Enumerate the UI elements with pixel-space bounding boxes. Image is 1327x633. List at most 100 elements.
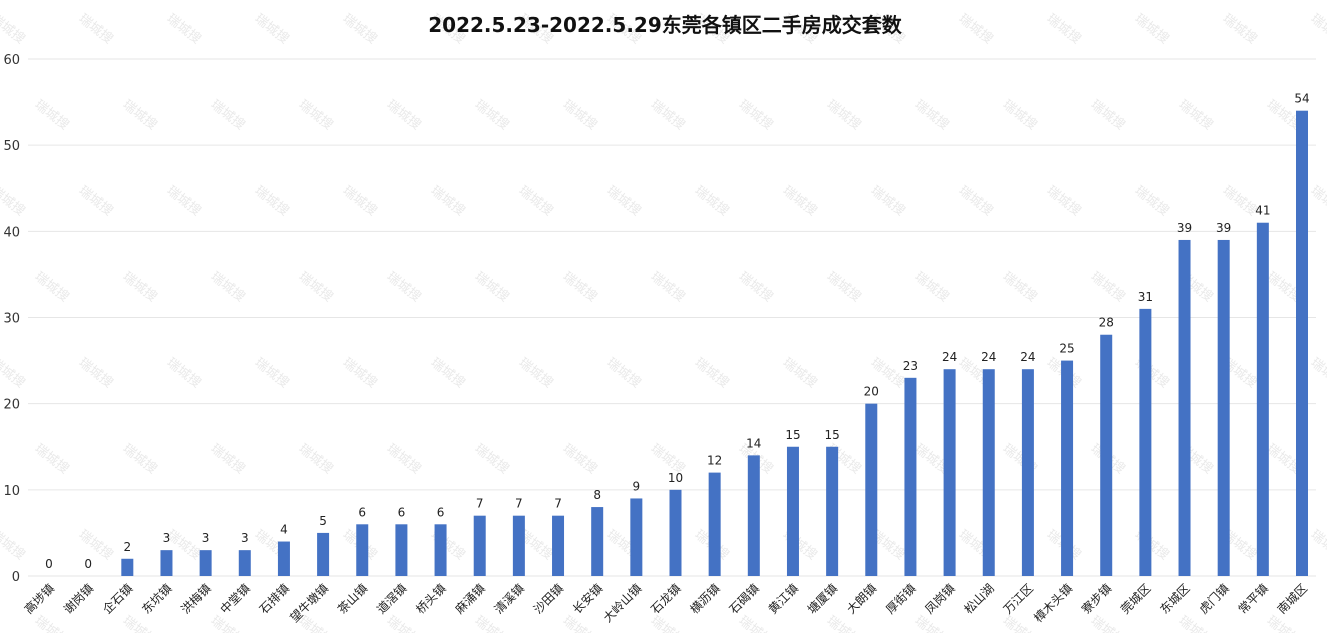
x-tick-label: 大岭山镇 bbox=[601, 581, 645, 625]
x-tick-label: 大朗镇 bbox=[844, 581, 879, 616]
data-label: 39 bbox=[1177, 221, 1192, 235]
watermark-text: 瑞城搜 bbox=[692, 355, 732, 391]
bar bbox=[943, 369, 956, 576]
bar bbox=[199, 550, 212, 576]
x-tick-label: 石排镇 bbox=[257, 581, 292, 616]
watermark-text: 瑞城搜 bbox=[76, 11, 116, 47]
data-label: 4 bbox=[280, 523, 288, 537]
watermark-text: 瑞城搜 bbox=[1132, 11, 1172, 47]
watermark-text: 瑞城搜 bbox=[340, 355, 380, 391]
watermark-text: 瑞城搜 bbox=[384, 269, 424, 305]
watermark-text: 瑞城搜 bbox=[780, 527, 820, 563]
bar bbox=[904, 377, 917, 576]
watermark-layer: 瑞城搜 瑞城搜 瑞城搜 瑞城搜 瑞城搜 瑞城搜 瑞城搜 瑞城搜 瑞城搜 瑞城搜 瑞城搜 瑞城搜 瑞城搜瑞… bbox=[0, 11, 1327, 633]
data-label: 39 bbox=[1216, 221, 1231, 235]
bar bbox=[277, 541, 290, 576]
x-tick-label: 谢岗镇 bbox=[60, 581, 96, 617]
bar bbox=[434, 524, 447, 576]
data-label: 6 bbox=[398, 505, 406, 519]
x-tick-label: 茶山镇 bbox=[334, 581, 370, 617]
watermark-text: 瑞城搜 bbox=[780, 183, 820, 219]
watermark-text: 瑞城搜 bbox=[1308, 527, 1327, 563]
bar bbox=[826, 446, 839, 576]
watermark-text: 瑞城搜 bbox=[1308, 11, 1327, 47]
watermark-text: 瑞城搜 bbox=[824, 613, 864, 633]
watermark-text: 瑞城搜 bbox=[32, 441, 72, 477]
x-tick-label: 清溪镇 bbox=[492, 581, 527, 616]
bar bbox=[786, 446, 799, 576]
data-label: 24 bbox=[1020, 350, 1035, 364]
bar bbox=[121, 558, 134, 576]
data-label: 8 bbox=[593, 488, 601, 502]
watermark-text: 瑞城搜 bbox=[0, 183, 28, 219]
data-label: 12 bbox=[707, 454, 722, 468]
watermark-text: 瑞城搜 bbox=[296, 269, 336, 305]
x-tick-label: 中堂镇 bbox=[217, 581, 253, 617]
data-label: 7 bbox=[515, 497, 523, 511]
bar bbox=[473, 515, 486, 576]
watermark-text: 瑞城搜 bbox=[648, 269, 688, 305]
data-label: 25 bbox=[1059, 342, 1074, 356]
bar bbox=[708, 472, 721, 576]
watermark-text: 瑞城搜 bbox=[1088, 613, 1128, 633]
watermark-text: 瑞城搜 bbox=[516, 183, 556, 219]
watermark-text: 瑞城搜 bbox=[736, 269, 776, 305]
watermark-text: 瑞城搜 bbox=[428, 527, 468, 563]
data-label: 3 bbox=[202, 531, 210, 545]
bar bbox=[552, 515, 565, 576]
bar bbox=[512, 515, 525, 576]
bar bbox=[395, 524, 408, 576]
bar bbox=[669, 489, 682, 576]
watermark-text: 瑞城搜 bbox=[32, 613, 72, 633]
watermark-text: 瑞城搜 bbox=[384, 441, 424, 477]
bar bbox=[1217, 239, 1230, 576]
watermark-text: 瑞城搜 bbox=[692, 183, 732, 219]
watermark-text: 瑞城搜 bbox=[956, 11, 996, 47]
watermark-text: 瑞城搜 bbox=[1132, 183, 1172, 219]
watermark-text: 瑞城搜 bbox=[208, 441, 248, 477]
data-label: 54 bbox=[1294, 92, 1309, 106]
watermark-text: 瑞城搜 bbox=[560, 269, 600, 305]
x-tick-label: 樟木头镇 bbox=[1031, 581, 1076, 626]
bar bbox=[1100, 334, 1113, 576]
watermark-text: 瑞城搜 bbox=[164, 183, 204, 219]
y-tick-label: 30 bbox=[3, 312, 20, 327]
x-tick-label: 长安镇 bbox=[569, 581, 605, 617]
chart-title: 2022.5.23-2022.5.29东莞各镇区二手房成交套数 bbox=[428, 13, 903, 37]
data-label: 31 bbox=[1138, 290, 1153, 304]
x-tick-label: 横沥镇 bbox=[687, 581, 722, 616]
watermark-text: 瑞城搜 bbox=[384, 613, 424, 633]
y-tick-label: 50 bbox=[3, 139, 20, 154]
bar bbox=[1021, 369, 1034, 576]
watermark-text: 瑞城搜 bbox=[296, 441, 336, 477]
watermark-text: 瑞城搜 bbox=[120, 269, 160, 305]
watermark-text: 瑞城搜 bbox=[120, 441, 160, 477]
data-label: 41 bbox=[1255, 204, 1270, 218]
x-tick-label: 寮步镇 bbox=[1078, 581, 1114, 617]
bar bbox=[747, 455, 760, 576]
data-label: 23 bbox=[903, 359, 918, 373]
watermark-text: 瑞城搜 bbox=[340, 183, 380, 219]
watermark-text: 瑞城搜 bbox=[208, 97, 248, 133]
data-label: 28 bbox=[1099, 316, 1114, 330]
watermark-text: 瑞城搜 bbox=[252, 355, 292, 391]
x-tick-label: 麻涌镇 bbox=[452, 581, 488, 617]
data-label: 15 bbox=[785, 428, 800, 442]
watermark-text: 瑞城搜 bbox=[1220, 11, 1260, 47]
watermark-text: 瑞城搜 bbox=[780, 355, 820, 391]
watermark-text: 瑞城搜 bbox=[472, 97, 512, 133]
watermark-text: 瑞城搜 bbox=[120, 613, 160, 633]
watermark-text: 瑞城搜 bbox=[384, 97, 424, 133]
watermark-text: 瑞城搜 bbox=[76, 183, 116, 219]
watermark-text: 瑞城搜 bbox=[0, 11, 28, 47]
x-tick-label: 厚街镇 bbox=[883, 581, 918, 616]
watermark-text: 瑞城搜 bbox=[956, 183, 996, 219]
watermark-text: 瑞城搜 bbox=[472, 269, 512, 305]
x-tick-label: 高埗镇 bbox=[21, 581, 57, 617]
watermark-text: 瑞城搜 bbox=[516, 355, 556, 391]
y-tick-label: 10 bbox=[3, 484, 20, 499]
x-tick-label: 东城区 bbox=[1157, 581, 1192, 616]
y-tick-label: 40 bbox=[3, 225, 20, 240]
watermark-text: 瑞城搜 bbox=[252, 11, 292, 47]
